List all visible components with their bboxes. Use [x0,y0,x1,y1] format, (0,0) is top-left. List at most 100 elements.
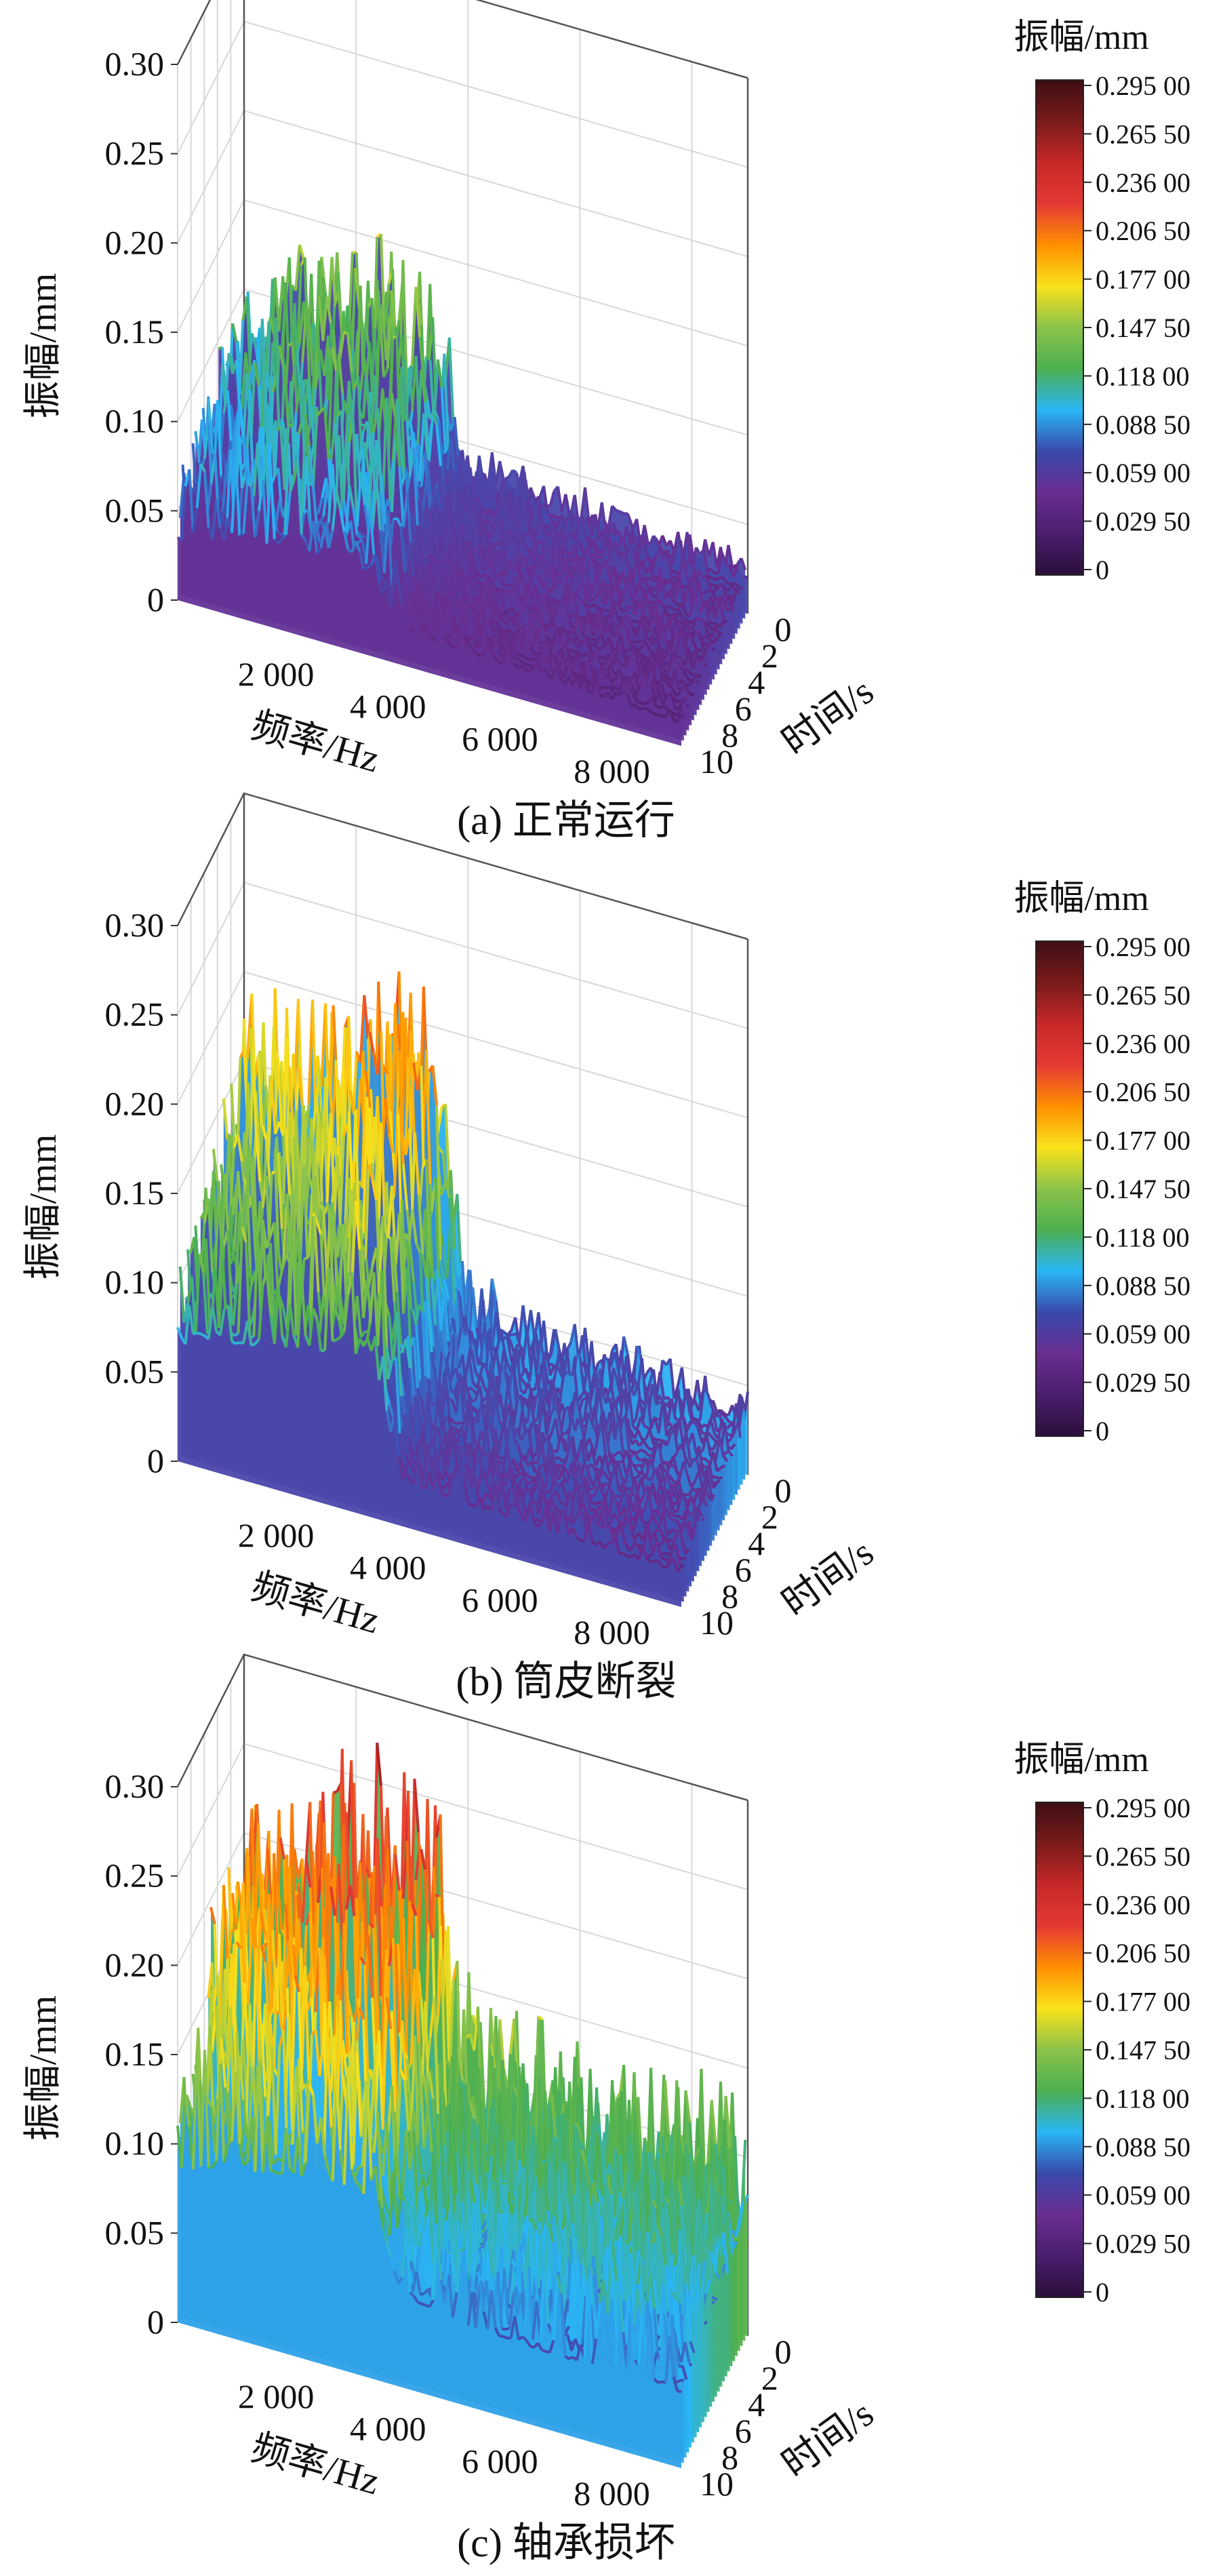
surface-ridge [536,498,542,507]
surface-ridge [417,485,422,489]
x-tick-label: 4 000 [350,688,426,726]
surface-ridge [637,534,643,551]
surface-ridge [601,643,607,648]
surface-ridge [527,531,534,537]
surface-ridge [343,330,348,335]
surface-ridge [601,608,607,612]
z-tick-label: 0.30 [105,45,165,83]
surface-ridge [712,597,719,603]
surface-ridge [588,537,594,542]
surface-ridge [619,510,625,515]
surface-ridge [641,561,647,574]
surface-ridge [721,552,727,564]
surface-ridge [707,574,713,580]
surface-ridge [418,337,425,380]
surface-ridge [593,542,599,553]
surface-ridge [710,576,717,581]
surface-ridge [541,523,548,538]
surface-ridge [611,544,618,553]
surface-ridge [479,477,485,482]
surface-ridge [564,494,572,515]
surface-ridge [510,489,517,516]
surface-ridge [245,296,252,378]
surface-ridge [648,566,656,578]
surface-ridge [592,538,597,543]
surface-ridge [459,490,464,494]
surface-ridge [725,607,731,611]
surface-ridge [725,562,731,567]
surface-ridge [712,583,718,588]
surface-ridge [603,667,608,671]
surface-ridge [688,556,696,571]
surface-ridge [443,353,450,450]
colorbar-tick-label: 0.265 50 [1096,119,1190,149]
surface-ridge [622,551,629,565]
surface-ridge [722,576,729,584]
surface-ridge [723,587,729,592]
surface-ridge [494,633,500,638]
surface-ridge [502,583,507,587]
surface-ridge [498,460,505,481]
colorbar-tick-label: 0.118 00 [1096,361,1190,391]
surface-ridge [494,460,502,485]
surface-ridge [599,532,606,544]
surface-ridge [517,494,525,509]
surface-ridge [654,712,659,717]
surface-ridge [508,513,515,521]
surface-ridge [577,578,582,582]
surface-ridge [602,686,607,690]
surface-ridge [512,469,518,474]
surface-ridge [715,576,720,581]
colorbar-tick-label: 0.147 50 [1096,313,1190,343]
surface-ridge [410,287,418,367]
surface-ridge [740,557,747,571]
surface-ridge [593,558,600,572]
surface-ridge [668,684,673,689]
surface-ridge [641,1438,647,1442]
surface-ridge [653,575,658,579]
surface-ridge [590,542,597,553]
surface-ridge [487,518,494,529]
surface-ridge [581,516,588,540]
surface-ridge [727,544,734,568]
surface-ridge [678,574,685,601]
surface-ridge [504,475,510,481]
colorbar-ramp [1035,79,1084,576]
surface-ridge [583,487,591,522]
surface-ridge [591,632,597,636]
surface-ridge [671,576,677,580]
surface-ridge [600,502,607,532]
surface-ridge [468,606,473,609]
surface-ridge [710,590,717,600]
surface-ridge [532,504,539,511]
z-tick-label: 0.05 [105,491,165,529]
surface-ridge [378,311,385,378]
surface-ridge [581,548,588,565]
surface-ridge [475,471,482,479]
surface-ridge [527,657,532,661]
surface-ridge [688,534,695,559]
surface-ridge [567,532,574,538]
surface-ridge [648,587,653,591]
surface-ridge [352,250,357,254]
surface-ridge [485,508,491,513]
surface-ridge [353,268,361,307]
surface-ridge [268,317,276,335]
surface-ridge [625,526,632,547]
surface-ridge [676,654,682,660]
surface-ridge [409,628,415,633]
surface-ridge [394,580,399,585]
surface-ridge [508,1333,513,1337]
surface-ridge [479,653,485,658]
surface-ridge [239,532,244,537]
colorbar-tick-label: 0.236 00 [1096,167,1190,198]
surface-ridge [656,600,661,604]
surface-ridge [734,582,740,589]
surface-ridge [550,534,557,555]
surface-ridge [523,531,529,536]
surface-ridge [531,491,538,502]
surface-ridge [642,707,647,711]
surface-ridge [662,715,666,718]
surface-ridge [473,519,479,524]
surface-ridge [697,673,703,678]
